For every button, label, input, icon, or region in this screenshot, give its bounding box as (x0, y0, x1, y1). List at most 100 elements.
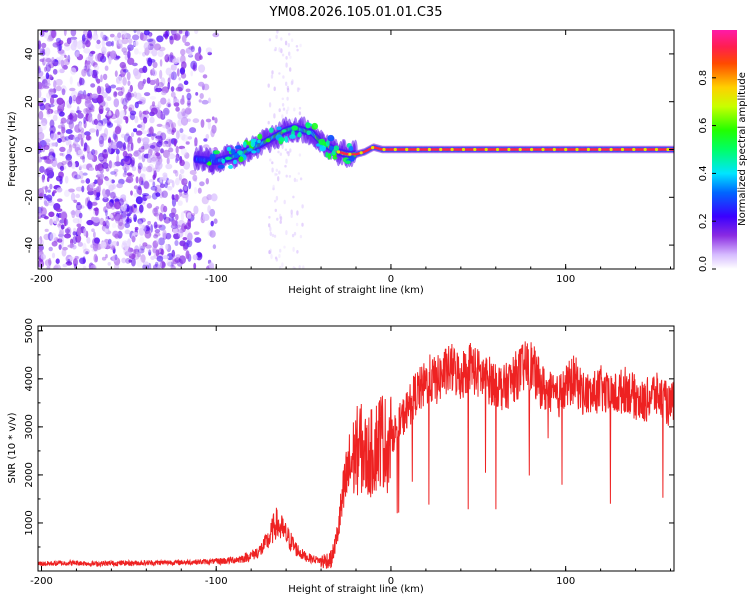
heatmap-cell (305, 122, 311, 129)
heatmap-cell (296, 210, 299, 216)
heatmap-cell (250, 140, 256, 148)
heatmap-cell (105, 41, 113, 47)
heatmap-cell (180, 148, 187, 156)
heatmap-cell (495, 147, 500, 152)
heatmap-cell (38, 90, 42, 99)
heatmap-cell (73, 258, 79, 267)
heatmap-cell (148, 179, 155, 183)
heatmap-cell (133, 151, 140, 157)
heatmap-cell (98, 99, 106, 108)
heatmap-cell (125, 132, 130, 136)
heatmap-cell (202, 74, 208, 79)
heatmap-cell (293, 177, 297, 183)
heatmap-cell (100, 74, 103, 83)
heatmap-cell (90, 264, 97, 269)
heatmap-cell (123, 155, 130, 162)
heatmap-cell (95, 43, 101, 50)
heatmap-cell (233, 159, 237, 165)
spectrogram-heatmap (38, 30, 674, 269)
heatmap-cell (146, 203, 153, 209)
heatmap-cell (96, 94, 104, 104)
heatmap-cell (291, 125, 299, 131)
heatmap-cell (105, 107, 110, 112)
heatmap-cell (59, 68, 65, 74)
heatmap-cell (112, 133, 117, 140)
heatmap-cell (371, 146, 375, 150)
heatmap-cell (118, 198, 124, 206)
y-tick-label: 4000 (24, 366, 35, 391)
heatmap-cell (95, 255, 98, 263)
heatmap-cell (120, 97, 125, 104)
y-tick-label: -40 (24, 237, 35, 253)
heatmap-cell (359, 151, 363, 155)
heatmap-cell (292, 266, 295, 269)
x-tick-label: 100 (556, 274, 575, 285)
heatmap-cell (76, 40, 83, 50)
heatmap-cell (279, 248, 282, 253)
heatmap-cell (108, 55, 112, 65)
heatmap-cell (281, 114, 284, 119)
heatmap-cell (108, 160, 113, 169)
heatmap-cell (279, 220, 282, 224)
heatmap-cell (87, 30, 92, 39)
heatmap-cell (114, 254, 118, 261)
heatmap-cell (132, 249, 137, 257)
heatmap-cell (159, 69, 163, 79)
heatmap-cell (58, 221, 62, 227)
heatmap-cell (64, 175, 69, 184)
heatmap-cell (183, 190, 188, 196)
heatmap-cell (133, 41, 139, 47)
heatmap-cell (530, 147, 534, 152)
heatmap-cell (598, 147, 602, 152)
heatmap-cell (48, 201, 55, 206)
heatmap-cell (178, 173, 182, 181)
heatmap-cell (55, 175, 63, 182)
heatmap-cell (198, 99, 202, 103)
y-tick-label: 1000 (24, 510, 35, 535)
heatmap-cell (167, 186, 173, 191)
heatmap-cell (53, 110, 61, 115)
heatmap-cell (207, 230, 213, 237)
heatmap-cell (207, 97, 212, 104)
heatmap-cell (53, 80, 57, 89)
heatmap-cell (83, 65, 87, 71)
heatmap-cell (331, 150, 336, 156)
heatmap-cell (95, 196, 100, 201)
heatmap-cell (110, 50, 117, 59)
heatmap-cell (126, 71, 131, 81)
heatmap-cell (173, 102, 180, 107)
heatmap-cell (49, 232, 57, 242)
heatmap-cell (189, 127, 197, 134)
heatmap-cell (251, 150, 257, 154)
heatmap-cell (149, 116, 155, 124)
heatmap-cell (167, 179, 174, 184)
heatmap-cell (226, 146, 232, 152)
heatmap-cell (194, 237, 202, 243)
heatmap-cell (306, 130, 311, 136)
heatmap-cell (120, 30, 128, 35)
heatmap-cell (122, 172, 127, 178)
heatmap-cell (65, 55, 69, 62)
heatmap-cell (75, 186, 83, 192)
heatmap-cell (64, 189, 70, 197)
heatmap-cell (93, 30, 96, 40)
heatmap-cell (136, 258, 143, 268)
heatmap-cell (105, 209, 108, 217)
snr-panel: -200 -100 0 100 1000 2000 3000 4000 5000 Height… (7, 318, 675, 595)
heatmap-cell (56, 187, 63, 193)
heatmap-cell (286, 88, 290, 93)
heatmap-cell (77, 241, 83, 247)
heatmap-cell (103, 149, 107, 153)
heatmap-cell (44, 30, 49, 33)
heatmap-cell (45, 62, 51, 72)
heatmap-cell (162, 229, 167, 239)
heatmap-cell (121, 34, 126, 40)
heatmap-cell (153, 221, 158, 229)
heatmap-cell (160, 148, 164, 154)
heatmap-cell (84, 99, 93, 108)
heatmap-cell (123, 51, 128, 56)
heatmap-cell (299, 43, 302, 48)
heatmap-cell (291, 233, 295, 238)
y-tick-label: 20 (24, 95, 35, 108)
heatmap-cell (290, 209, 293, 215)
